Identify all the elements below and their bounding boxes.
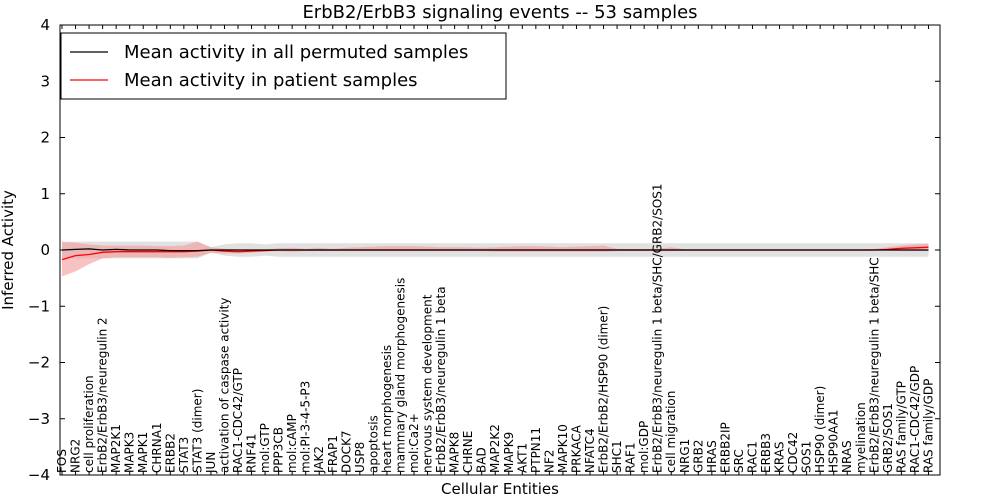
x-category-label: PRKACA: [570, 424, 584, 473]
x-category-label: RAC1-CDC42/GDP: [908, 366, 922, 473]
y-tick-label: −4: [28, 466, 50, 484]
x-category-label: USP8: [353, 442, 367, 473]
series-line-permuted: [61, 248, 929, 252]
x-axis-label: Cellular Entities: [441, 480, 559, 498]
x-category-label: NFATC4: [583, 428, 597, 473]
x-category-label: RAS family/GDP: [922, 379, 936, 473]
x-category-label: MAP2K1: [109, 424, 123, 473]
y-tick-label: −3: [28, 410, 50, 428]
x-category-label: BAD: [475, 447, 489, 473]
x-category-label: activation of caspase activity: [218, 298, 232, 473]
x-category-label: RNF41: [245, 434, 259, 474]
x-category-label: JUN: [204, 452, 218, 474]
y-tick-label: 4: [40, 16, 50, 34]
x-category-label: SHC1: [610, 440, 624, 473]
legend: Mean activity in all permuted samples Me…: [60, 32, 507, 100]
x-category-label: ErbB2/ErbB3/neuregulin 1 beta/SHC: [867, 257, 881, 473]
x-category-label: GRB2/SOS1: [881, 403, 895, 473]
x-category-label: RAC1: [746, 441, 760, 473]
x-category-label: NRG2: [69, 439, 83, 473]
x-category-label: cell proliferation: [82, 375, 96, 473]
x-category-label: mol:GTP: [258, 423, 272, 473]
y-tick-label: 3: [40, 72, 50, 90]
y-axis-label: Inferred Activity: [0, 190, 17, 310]
legend-label-permuted: Mean activity in all permuted samples: [124, 42, 468, 63]
x-category-label: SRC: [732, 449, 746, 473]
x-category-label: RAF1: [624, 442, 638, 473]
x-category-label: CHRNA1: [150, 422, 164, 473]
x-category-label: ErbB2/ErbB3/neuregulin 2: [96, 317, 110, 473]
y-tick-label: 0: [40, 241, 50, 259]
x-category-label: MAPK9: [502, 432, 516, 473]
x-category-label: ERBB3: [759, 433, 773, 473]
x-category-label: HRAS: [705, 440, 719, 473]
x-category-label: mol:PI-3-4-5-P3: [299, 381, 313, 473]
x-category-label: NF2: [542, 449, 556, 473]
x-category-label: DOCK7: [339, 430, 353, 473]
y-tick-label: 2: [40, 129, 50, 147]
y-tick-label: −2: [28, 354, 50, 372]
x-category-label: STAT3: [177, 437, 191, 473]
x-category-label: ErbB2/ErbB2/HSP90 (dimer): [597, 306, 611, 473]
x-category-label: CHRNE: [461, 431, 475, 473]
x-category-label: heart morphogenesis: [380, 345, 394, 473]
x-category-label: mammary gland morphogenesis: [394, 278, 408, 473]
x-category-label: CDC42: [786, 432, 800, 473]
x-category-label: AKT1: [515, 443, 529, 473]
x-category-label: RAS family/GTP: [894, 381, 908, 473]
x-category-label: myelination: [854, 402, 868, 473]
x-category-label: KRAS: [773, 441, 787, 473]
chart-title: ErbB2/ErbB3 signaling events -- 53 sampl…: [302, 2, 697, 23]
y-tick-label: 1: [40, 185, 50, 203]
x-category-label: ERBB2IP: [718, 422, 732, 473]
x-category-label: MAPK8: [448, 432, 462, 473]
x-category-label: nervous system development: [421, 294, 435, 473]
x-category-label: ErbB2/ErbB3/neuregulin 1 beta/SHC/GRB2/S…: [651, 183, 665, 473]
x-category-label: NRG1: [678, 439, 692, 473]
x-category-label: MAPK1: [136, 432, 150, 473]
x-category-label: GRB2: [691, 439, 705, 473]
y-tick-label: −1: [28, 297, 50, 315]
x-category-label: PPP3CB: [272, 427, 286, 473]
x-category-label: STAT3 (dimer): [190, 389, 204, 473]
x-category-label: apoptosis: [366, 415, 380, 473]
x-category-label: RAC1-CDC42/GTP: [231, 368, 245, 473]
x-category-label: cell migration: [664, 391, 678, 473]
x-category-label: NRAS: [840, 440, 854, 473]
x-category-label: MAP2K2: [488, 424, 502, 473]
legend-label-patient: Mean activity in patient samples: [124, 70, 418, 91]
x-category-label: PTPN11: [529, 427, 543, 473]
legend-box: [60, 32, 507, 100]
x-category-label: HSP90 (dimer): [813, 386, 827, 473]
x-category-label: MAPK3: [123, 432, 137, 473]
x-category-label: HSP90AA1: [827, 409, 841, 473]
x-category-label: ERBB2: [163, 433, 177, 473]
x-category-label: SOS1: [800, 441, 814, 473]
x-category-label: JAK2: [312, 446, 326, 474]
x-category-label: mol:Ca2+: [407, 413, 421, 473]
x-category-label: MAPK10: [556, 424, 570, 473]
x-category-label: FOS: [55, 449, 69, 473]
x-category-label: FRAP1: [326, 435, 340, 473]
x-category-label: mol:GDP: [637, 421, 651, 473]
x-category-label: mol:cAMP: [285, 414, 299, 473]
x-category-label: ErbB2/ErbB3/neuregulin 1 beta: [434, 286, 448, 473]
